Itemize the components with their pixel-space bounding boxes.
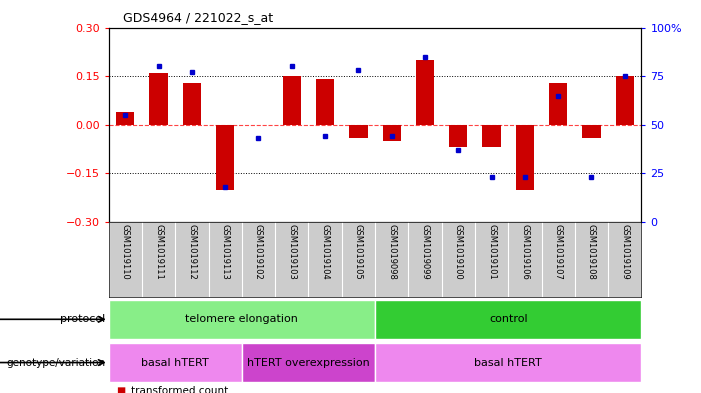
Bar (615, 76, 634, 125)
Bar (283, 76, 301, 125)
Bar (209, 222, 242, 297)
Text: GDS4964 / 221022_s_at: GDS4964 / 221022_s_at (123, 11, 273, 24)
Bar (349, 125, 367, 138)
Bar (409, 222, 442, 297)
Text: GSM1019113: GSM1019113 (221, 224, 230, 280)
Bar (142, 222, 175, 297)
Bar (183, 83, 201, 125)
Bar (549, 83, 567, 125)
Bar (109, 222, 142, 297)
Bar (116, 112, 135, 125)
Text: GSM1019105: GSM1019105 (354, 224, 363, 280)
Bar (375, 343, 641, 382)
Text: GSM1019099: GSM1019099 (421, 224, 430, 280)
Text: GSM1019102: GSM1019102 (254, 224, 263, 280)
Text: GSM1019098: GSM1019098 (387, 224, 396, 280)
Text: genotype/variation: genotype/variation (6, 358, 105, 367)
Bar (416, 60, 434, 125)
Text: GSM1019112: GSM1019112 (187, 224, 196, 280)
Bar (149, 73, 168, 125)
Bar (575, 222, 608, 297)
Bar (583, 125, 601, 138)
Bar (449, 125, 468, 147)
Text: GSM1019106: GSM1019106 (520, 224, 529, 280)
Text: GSM1019101: GSM1019101 (487, 224, 496, 280)
Bar (475, 222, 508, 297)
Text: telomere elongation: telomere elongation (185, 314, 299, 324)
Text: ■: ■ (116, 386, 125, 393)
Bar (482, 125, 501, 147)
Bar (342, 222, 375, 297)
Text: basal hTERT: basal hTERT (475, 358, 542, 367)
Bar (375, 222, 409, 297)
Text: GSM1019107: GSM1019107 (554, 224, 563, 280)
Text: GSM1019110: GSM1019110 (121, 224, 130, 280)
Bar (516, 125, 534, 189)
Bar (109, 343, 242, 382)
Text: control: control (489, 314, 528, 324)
Text: basal hTERT: basal hTERT (142, 358, 209, 367)
Bar (308, 222, 342, 297)
Bar (242, 343, 375, 382)
Bar (608, 222, 641, 297)
Bar (275, 222, 308, 297)
Bar (316, 79, 334, 125)
Text: protocol: protocol (60, 314, 105, 324)
Bar (216, 125, 234, 189)
Bar (542, 222, 575, 297)
Bar (175, 222, 209, 297)
Text: GSM1019104: GSM1019104 (320, 224, 329, 280)
Text: GSM1019109: GSM1019109 (620, 224, 629, 280)
Bar (109, 299, 375, 339)
Bar (442, 222, 475, 297)
Bar (383, 125, 401, 141)
Text: GSM1019108: GSM1019108 (587, 224, 596, 280)
Bar (242, 222, 275, 297)
Text: GSM1019100: GSM1019100 (454, 224, 463, 280)
Text: GSM1019111: GSM1019111 (154, 224, 163, 280)
Text: transformed count: transformed count (131, 386, 229, 393)
Bar (508, 222, 542, 297)
Bar (375, 299, 641, 339)
Text: hTERT overexpression: hTERT overexpression (247, 358, 370, 367)
Text: GSM1019103: GSM1019103 (287, 224, 297, 280)
